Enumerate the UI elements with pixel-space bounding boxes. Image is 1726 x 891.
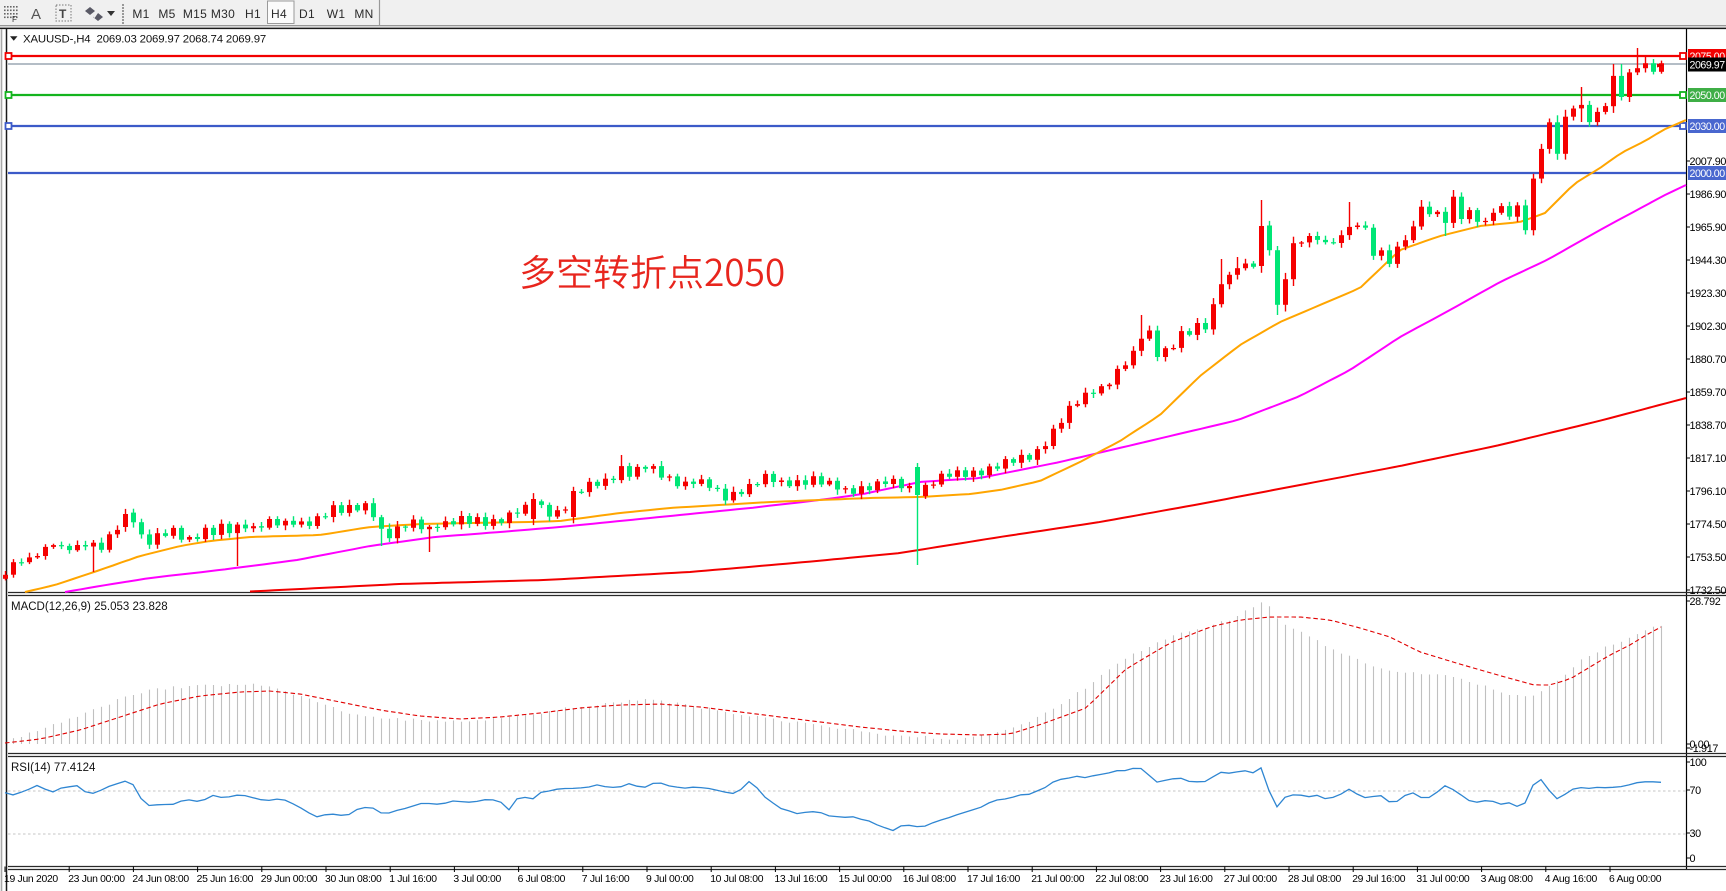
svg-text:W1: W1 <box>327 7 346 21</box>
svg-text:23 Jul 16:00: 23 Jul 16:00 <box>1160 874 1214 885</box>
svg-text:28 Jul 08:00: 28 Jul 08:00 <box>1288 874 1342 885</box>
svg-text:0: 0 <box>1690 853 1696 865</box>
svg-text:25 Jun 16:00: 25 Jun 16:00 <box>197 874 254 885</box>
svg-text:19 Jun 2020: 19 Jun 2020 <box>4 874 58 885</box>
svg-text:4 Aug 16:00: 4 Aug 16:00 <box>1545 874 1598 885</box>
svg-text:15 Jul 00:00: 15 Jul 00:00 <box>839 874 893 885</box>
svg-text:F: F <box>12 15 17 24</box>
svg-text:MN: MN <box>354 7 373 21</box>
svg-text:3 Jul 00:00: 3 Jul 00:00 <box>453 874 501 885</box>
svg-text:1859.70: 1859.70 <box>1690 387 1726 399</box>
svg-text:9 Jul 00:00: 9 Jul 00:00 <box>646 874 694 885</box>
svg-text:1880.70: 1880.70 <box>1690 354 1726 366</box>
svg-text:H4: H4 <box>271 7 287 21</box>
svg-text:MACD(12,26,9) 25.053 23.828: MACD(12,26,9) 25.053 23.828 <box>11 601 168 613</box>
svg-text:23 Jun 00:00: 23 Jun 00:00 <box>68 874 125 885</box>
svg-text:3 Aug 08:00: 3 Aug 08:00 <box>1481 874 1534 885</box>
svg-text:70: 70 <box>1690 785 1702 797</box>
svg-text:30: 30 <box>1690 828 1702 840</box>
svg-text:100: 100 <box>1690 757 1707 769</box>
svg-text:2050.00: 2050.00 <box>1690 90 1726 102</box>
svg-text:17 Jul 16:00: 17 Jul 16:00 <box>967 874 1021 885</box>
svg-text:1986.90: 1986.90 <box>1690 189 1726 201</box>
svg-text:1838.70: 1838.70 <box>1690 420 1726 432</box>
svg-text:2069.97: 2069.97 <box>1690 60 1726 72</box>
svg-text:2030.00: 2030.00 <box>1690 121 1726 133</box>
svg-text:1902.30: 1902.30 <box>1690 321 1726 333</box>
svg-text:2000.00: 2000.00 <box>1690 168 1726 180</box>
svg-text:28.792: 28.792 <box>1690 596 1721 608</box>
svg-text:1774.50: 1774.50 <box>1690 519 1726 531</box>
svg-text:24 Jun 08:00: 24 Jun 08:00 <box>132 874 189 885</box>
svg-text:21 Jul 00:00: 21 Jul 00:00 <box>1031 874 1085 885</box>
svg-text:22 Jul 08:00: 22 Jul 08:00 <box>1095 874 1149 885</box>
svg-text:M30: M30 <box>211 7 235 21</box>
svg-text:2007.90: 2007.90 <box>1690 156 1726 168</box>
svg-text:16 Jul 08:00: 16 Jul 08:00 <box>903 874 957 885</box>
svg-text:13 Jul 16:00: 13 Jul 16:00 <box>774 874 828 885</box>
svg-text:29 Jun 00:00: 29 Jun 00:00 <box>261 874 318 885</box>
svg-text:1944.30: 1944.30 <box>1690 255 1726 267</box>
svg-text:6 Jul 08:00: 6 Jul 08:00 <box>518 874 566 885</box>
svg-text:D1: D1 <box>299 7 315 21</box>
svg-text:1923.30: 1923.30 <box>1690 288 1726 300</box>
svg-text:0.00: 0.00 <box>1690 739 1710 751</box>
svg-text:1965.90: 1965.90 <box>1690 222 1726 234</box>
svg-text:M15: M15 <box>183 7 207 21</box>
svg-text:1817.10: 1817.10 <box>1690 453 1726 465</box>
svg-text:27 Jul 00:00: 27 Jul 00:00 <box>1224 874 1278 885</box>
svg-text:T: T <box>59 7 67 21</box>
svg-text:31 Jul 00:00: 31 Jul 00:00 <box>1416 874 1470 885</box>
svg-text:30 Jun 08:00: 30 Jun 08:00 <box>325 874 382 885</box>
svg-text:1753.50: 1753.50 <box>1690 552 1726 564</box>
svg-text:-1.917: -1.917 <box>1690 743 1719 755</box>
svg-text:A: A <box>31 6 41 23</box>
svg-text:XAUUSD-,H4 2069.03 2069.97 20: XAUUSD-,H4 2069.03 2069.97 2068.74 2069.… <box>23 34 266 46</box>
svg-text:1 Jul 16:00: 1 Jul 16:00 <box>389 874 437 885</box>
svg-text:1796.10: 1796.10 <box>1690 486 1726 498</box>
svg-text:H1: H1 <box>245 7 261 21</box>
svg-text:RSI(14) 77.4124: RSI(14) 77.4124 <box>11 762 96 774</box>
svg-text:7 Jul 16:00: 7 Jul 16:00 <box>582 874 630 885</box>
svg-text:6 Aug 00:00: 6 Aug 00:00 <box>1609 874 1662 885</box>
svg-text:10 Jul 08:00: 10 Jul 08:00 <box>710 874 764 885</box>
svg-text:29 Jul 16:00: 29 Jul 16:00 <box>1352 874 1406 885</box>
svg-text:M5: M5 <box>158 7 175 21</box>
svg-text:1732.50: 1732.50 <box>1690 585 1726 597</box>
svg-text:M1: M1 <box>132 7 149 21</box>
